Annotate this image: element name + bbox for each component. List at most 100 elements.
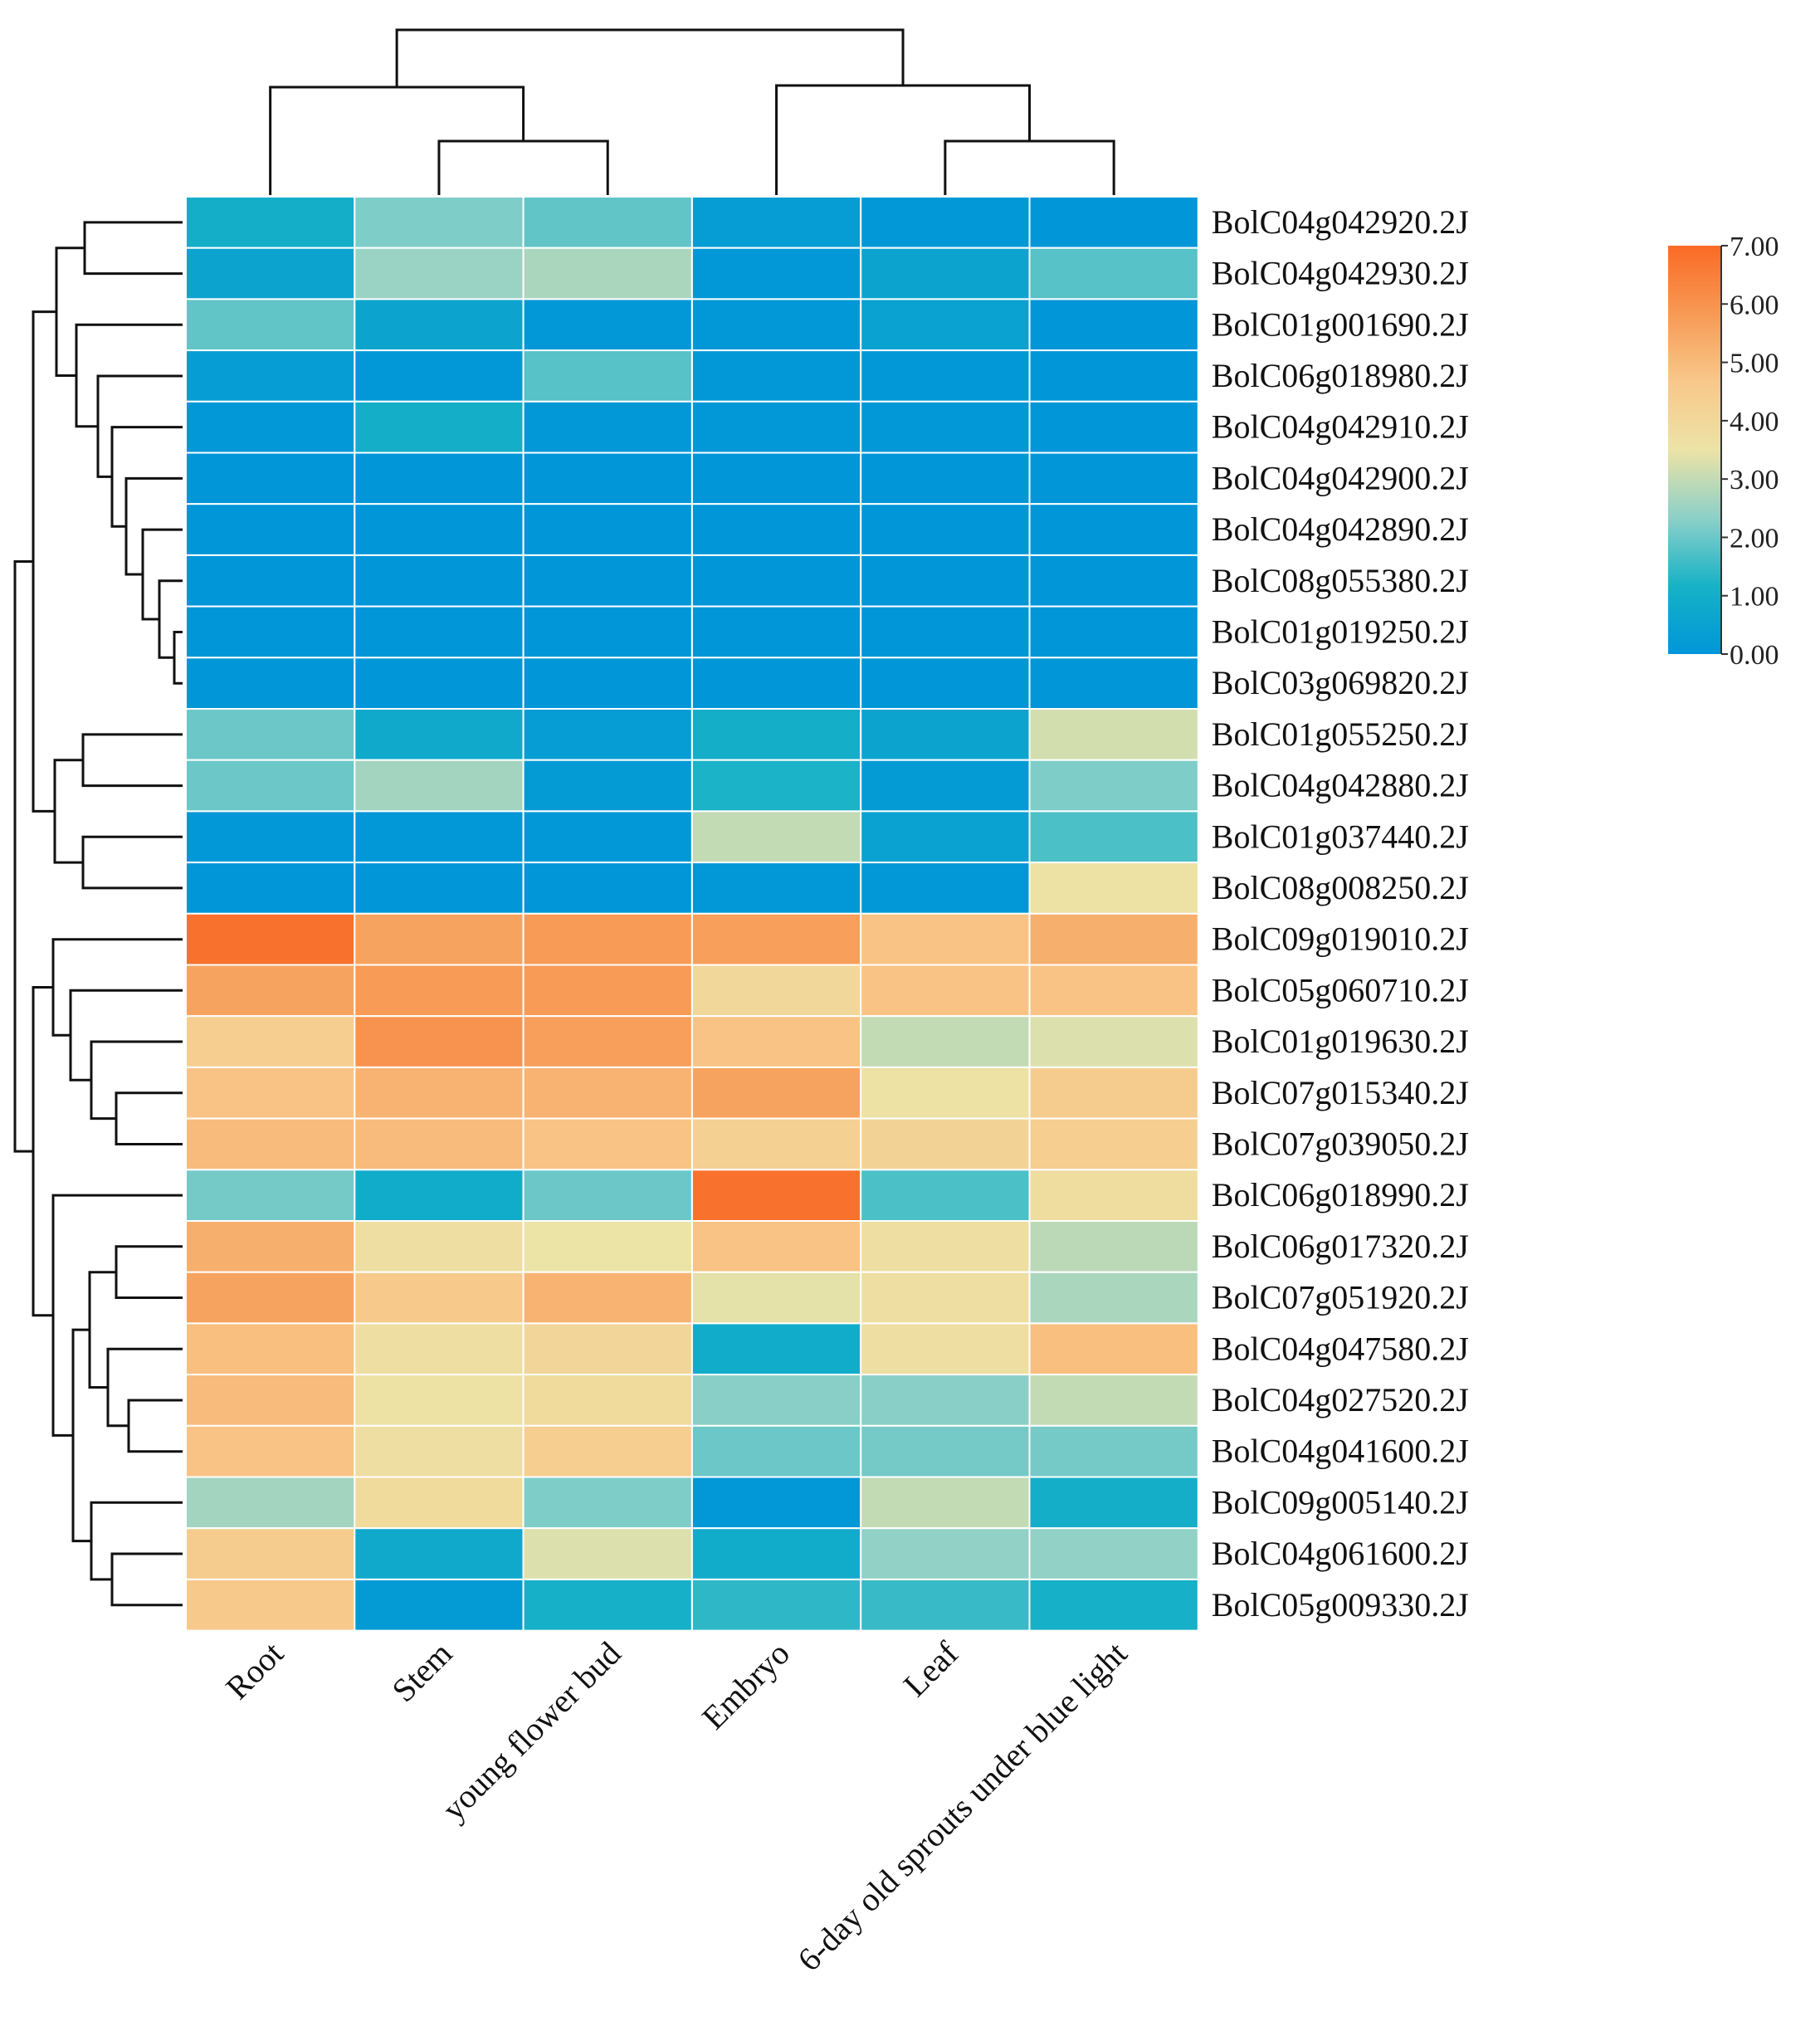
heatmap-cell	[185, 810, 356, 864]
heatmap-cell	[185, 759, 356, 813]
heatmap-cell	[522, 349, 693, 403]
heatmap-cell	[522, 1424, 693, 1478]
heatmap-cell	[690, 1374, 862, 1427]
heatmap-cell	[522, 1220, 693, 1273]
dendrogram-link	[115, 1245, 183, 1299]
heatmap-cell	[860, 1066, 1031, 1120]
heatmap-cell	[1028, 247, 1199, 300]
heatmap-cell	[690, 1424, 862, 1478]
heatmap-cell	[1028, 810, 1199, 864]
heatmap-cell	[522, 1117, 693, 1171]
dendrogram-link	[81, 835, 183, 890]
heatmap-cell	[1028, 1578, 1199, 1632]
heatmap-cell	[690, 554, 862, 608]
heatmap-cell	[185, 503, 356, 556]
row-label: BolC06g017320.2J	[1212, 1228, 1469, 1265]
column-dendrogram	[269, 28, 1115, 195]
heatmap-cell	[185, 1322, 356, 1376]
row-label: BolC01g055250.2J	[1212, 715, 1469, 753]
heatmap-cell	[860, 1578, 1031, 1632]
heatmap-cell	[860, 605, 1031, 659]
heatmap-cell	[354, 400, 525, 454]
legend-tick-label: 5.00	[1730, 349, 1779, 379]
heatmap-cell	[185, 400, 356, 454]
heatmap-cell	[690, 759, 862, 813]
dendrogram-link	[127, 1399, 183, 1453]
legend-tick-label: 7.00	[1730, 232, 1779, 262]
heatmap-cell	[354, 1169, 525, 1223]
heatmap-cell	[522, 400, 693, 454]
heatmap-cell	[690, 1169, 862, 1223]
heatmap-cell	[860, 1527, 1031, 1580]
heatmap-cell	[1028, 298, 1199, 352]
heatmap-cell	[690, 349, 862, 403]
heatmap-cell	[1028, 1066, 1199, 1120]
heatmap-cell	[860, 196, 1031, 249]
heatmap-cell	[1028, 452, 1199, 505]
row-label: BolC07g051920.2J	[1212, 1279, 1469, 1316]
heatmap-cell	[1028, 554, 1199, 608]
heatmap-cell	[185, 298, 356, 352]
heatmap-cell	[860, 1374, 1031, 1427]
row-label: BolC01g037440.2J	[1212, 818, 1469, 855]
heatmap-cell	[185, 912, 356, 966]
heatmap-cell	[1028, 1322, 1199, 1376]
dendrogram-link	[110, 426, 183, 528]
dendrogram-link	[81, 733, 183, 788]
column-label: Embryo	[695, 1634, 797, 1736]
dendrogram-link	[90, 1501, 183, 1581]
heatmap-cell	[354, 912, 525, 966]
heatmap-cell	[185, 1169, 356, 1223]
heatmap-cell	[522, 708, 693, 761]
heatmap-cell	[185, 1424, 356, 1478]
heatmap-cell	[185, 1066, 356, 1120]
heatmap-cell	[690, 503, 862, 556]
heatmap-cell	[860, 759, 1031, 813]
dendrogram-link	[90, 1040, 183, 1121]
heatmap-cell	[690, 912, 862, 966]
heatmap-cell	[185, 1527, 356, 1580]
heatmap-cell	[354, 1015, 525, 1068]
row-label: BolC04g027520.2J	[1212, 1381, 1469, 1418]
row-label: BolC03g069820.2J	[1212, 664, 1469, 701]
heatmap-cell	[185, 605, 356, 659]
heatmap-cell	[354, 862, 525, 915]
column-label: Stem	[384, 1634, 459, 1709]
heatmap-cell	[860, 503, 1031, 556]
heatmap-cell	[185, 1220, 356, 1273]
dendrogram-link	[110, 1552, 183, 1607]
heatmap-cell	[1028, 349, 1199, 403]
heatmap-cell	[522, 554, 693, 608]
heatmap-cell	[522, 1015, 693, 1068]
row-label: BolC04g042930.2J	[1212, 255, 1469, 292]
heatmap-cell	[354, 964, 525, 1018]
heatmap-cell	[1028, 1169, 1199, 1223]
column-label: Root	[218, 1634, 290, 1707]
column-label: Leaf	[896, 1634, 966, 1704]
heatmap-cell	[690, 1527, 862, 1580]
heatmap-cell	[690, 605, 862, 659]
heatmap-cell	[185, 247, 356, 300]
heatmap-cell	[860, 657, 1031, 710]
heatmap-cell	[354, 349, 525, 403]
dendrogram-link	[106, 1347, 183, 1428]
heatmap-cell	[185, 1374, 356, 1427]
heatmap-cell	[522, 1066, 693, 1120]
heatmap-cell	[1028, 759, 1199, 813]
heatmap-cell	[522, 964, 693, 1018]
heatmap-cell	[185, 862, 356, 915]
dendrogram-link	[83, 221, 183, 276]
heatmap-cell	[860, 912, 1031, 966]
heatmap-cell	[354, 1117, 525, 1171]
heatmap-cell	[354, 1271, 525, 1325]
heatmap-cell	[522, 1476, 693, 1530]
heatmap-cell	[522, 1374, 693, 1427]
heatmap-cell	[1028, 657, 1199, 710]
column-label: 6-day old sprouts under blue light	[790, 1634, 1134, 1978]
heatmap-cell	[690, 1322, 862, 1376]
heatmap-cells	[185, 196, 1199, 1632]
heatmap-cell	[1028, 912, 1199, 966]
dendrogram-link	[437, 139, 609, 195]
color-legend: 7.00 6.00 5.00 4.00 3.00 2.00 1.00 0.00	[1668, 232, 1779, 671]
